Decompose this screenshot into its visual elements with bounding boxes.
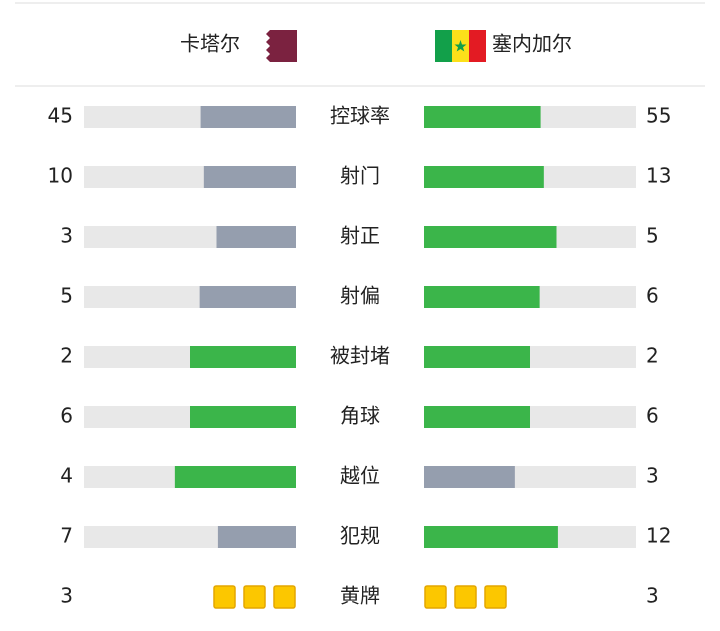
home-bar [174, 466, 296, 488]
stat-label: 犯规 [340, 524, 380, 548]
home-bar [216, 226, 296, 248]
home-value: 3 [60, 584, 73, 608]
home-value: 10 [48, 164, 73, 188]
home-bar [190, 346, 296, 368]
away-value: 2 [646, 344, 659, 368]
away-value: 55 [646, 104, 671, 128]
home-value: 3 [60, 224, 73, 248]
home-card [243, 585, 266, 609]
away-card [454, 585, 477, 609]
away-bar [424, 286, 540, 308]
home-value: 4 [60, 464, 73, 488]
home-value: 5 [60, 284, 73, 308]
away-value: 13 [646, 164, 671, 188]
away-bar [424, 466, 515, 488]
away-bar [424, 226, 557, 248]
away-bar [424, 106, 541, 128]
stat-label: 射门 [340, 164, 380, 188]
home-bar [190, 406, 296, 428]
home-value: 45 [48, 104, 73, 128]
away-team: 塞内加尔 [492, 32, 572, 56]
away-value: 6 [646, 404, 659, 428]
stat-label: 越位 [340, 464, 380, 488]
away-value: 3 [646, 584, 659, 608]
away-card [424, 585, 447, 609]
stat-label: 角球 [340, 404, 380, 428]
away-value: 6 [646, 284, 659, 308]
away-value: 3 [646, 464, 659, 488]
home-value: 2 [60, 344, 73, 368]
home-value: 7 [60, 524, 73, 548]
stat-label: 被封堵 [330, 344, 390, 368]
away-bar [424, 526, 558, 548]
home-card [273, 585, 296, 609]
home-value: 6 [60, 404, 73, 428]
away-flag [435, 30, 486, 62]
home-team: 卡塔尔 [180, 32, 240, 56]
home-card [213, 585, 236, 609]
away-bar [424, 406, 530, 428]
stat-label: 黄牌 [340, 584, 380, 608]
away-bar [424, 166, 544, 188]
away-value: 12 [646, 524, 671, 548]
home-bar [217, 526, 296, 548]
home-bar [203, 166, 296, 188]
home-flag [263, 30, 297, 62]
away-card [484, 585, 507, 609]
stat-label: 射偏 [340, 284, 380, 308]
stat-label: 射正 [340, 224, 380, 248]
away-value: 5 [646, 224, 659, 248]
stat-label: 控球率 [330, 104, 390, 128]
home-bar [200, 106, 296, 128]
away-bar [424, 346, 530, 368]
home-bar [199, 286, 296, 308]
